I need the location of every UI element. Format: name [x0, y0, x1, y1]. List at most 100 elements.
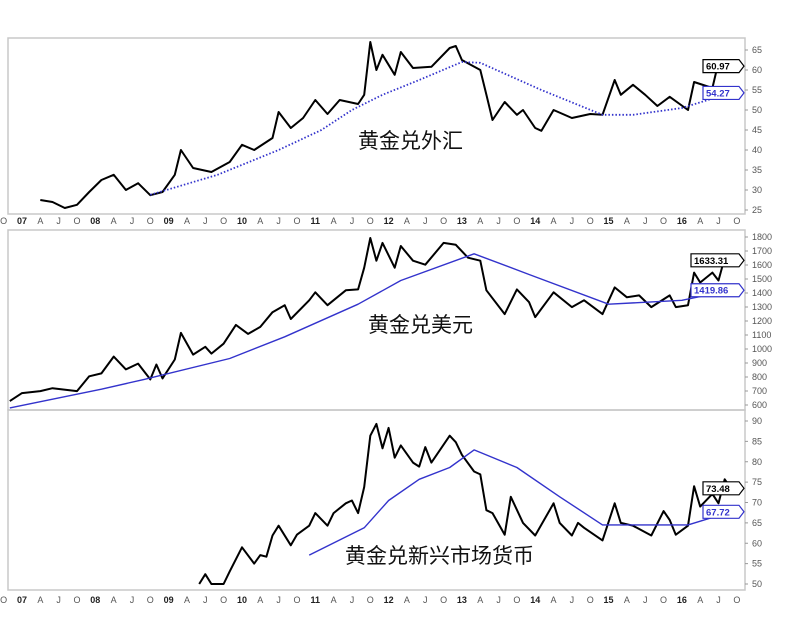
y-tick-label: 55	[752, 559, 762, 569]
last-price-tag: 60.97	[702, 59, 745, 74]
x-tick-label: 10	[237, 595, 247, 605]
x-tick-label: O	[293, 216, 300, 226]
y-tick-label: 80	[752, 457, 762, 467]
x-tick-label: 10	[237, 216, 247, 226]
x-tick-label: J	[56, 595, 61, 605]
y-tick-label: 90	[752, 416, 762, 426]
moving-average-line	[308, 449, 732, 556]
x-tick-label: A	[624, 216, 630, 226]
x-tick-label: O	[660, 595, 667, 605]
x-tick-label: J	[496, 216, 501, 226]
y-tick-label: 60	[752, 538, 762, 548]
x-tick-label: 13	[457, 595, 467, 605]
y-tick-label: 50	[752, 579, 762, 589]
y-tick-label: 55	[752, 85, 762, 95]
tag-box	[690, 253, 745, 268]
x-tick-label: A	[111, 595, 117, 605]
x-tick-label: 15	[604, 216, 614, 226]
y-tick-label: 700	[752, 386, 767, 396]
last-average-tag: 1419.86	[690, 283, 745, 298]
price-line	[40, 41, 732, 209]
x-tick-label: O	[513, 216, 520, 226]
x-tick-label: A	[257, 216, 263, 226]
x-tick-label: O	[147, 595, 154, 605]
y-tick-label: 25	[752, 205, 762, 215]
x-tick-label: O	[440, 216, 447, 226]
x-tick-label: A	[331, 595, 337, 605]
x-tick-label: A	[257, 595, 263, 605]
y-tick-label: 1100	[752, 330, 771, 340]
x-tick-label: A	[624, 595, 630, 605]
tag-value: 73.48	[706, 484, 730, 495]
x-tick-label: O	[293, 595, 300, 605]
y-tick-label: 900	[752, 358, 767, 368]
y-tick-label: 40	[752, 145, 762, 155]
price-line	[9, 237, 732, 402]
x-tick-label: 07	[17, 595, 27, 605]
x-tick-label: J	[643, 595, 648, 605]
y-tick-label: 1800	[752, 232, 772, 242]
x-tick-label: O	[587, 595, 594, 605]
x-tick-label: O	[220, 216, 227, 226]
x-tick-label: J	[423, 595, 428, 605]
panel-title: 黄金兑美元	[368, 313, 473, 337]
x-tick-label: J	[276, 216, 281, 226]
y-tick-label: 30	[752, 185, 762, 195]
panel-title: 黄金兑新兴市场货币	[345, 544, 534, 568]
last-average-tag: 54.27	[702, 85, 745, 101]
x-tick-label: O	[660, 216, 667, 226]
x-tick-label: 14	[530, 216, 540, 226]
x-tick-label: J	[350, 216, 355, 226]
x-tick-label: 11	[311, 595, 321, 605]
y-tick-label: 70	[752, 498, 762, 508]
x-tick-label: J	[130, 595, 135, 605]
tag-value: 54.27	[706, 88, 730, 99]
x-tick-label: A	[37, 216, 43, 226]
x-tick-label: A	[697, 595, 703, 605]
y-tick-label: 65	[752, 45, 762, 55]
x-tick-label: 09	[164, 216, 174, 226]
panel-2: 1800 1700 1600 1500 1400 1300 1200 1100 1000 900 8…	[7, 229, 772, 411]
tag-value: 1633.31	[694, 256, 729, 267]
tag-box	[702, 85, 745, 101]
y-tick-label: 1000	[752, 344, 772, 354]
x-tick-label: J	[716, 216, 721, 226]
y-tick-label: 1300	[752, 302, 772, 312]
y-tick-label: 65	[752, 518, 762, 528]
x-tick-label: 16	[677, 216, 687, 226]
x-tick-label: O	[220, 595, 227, 605]
x-tick-label: A	[37, 595, 43, 605]
x-tick-label: 15	[604, 595, 614, 605]
x-tick-label: 07	[17, 216, 27, 226]
panel-title: 黄金兑外汇	[358, 129, 463, 153]
x-tick-label: J	[716, 595, 721, 605]
x-tick-label: J	[643, 216, 648, 226]
x-tick-label: A	[697, 216, 703, 226]
x-tick-label: A	[331, 216, 337, 226]
x-tick-label: A	[184, 216, 190, 226]
y-tick-label: 50	[752, 105, 762, 115]
y-tick-label: 75	[752, 477, 762, 487]
x-tick-label: O	[73, 595, 80, 605]
last-price-tag: 73.48	[702, 481, 745, 496]
x-tick-label: O	[367, 216, 374, 226]
tag-value: 60.97	[706, 62, 730, 73]
y-tick-label: 1400	[752, 288, 772, 298]
y-tick-label: 1200	[752, 316, 772, 326]
price-line	[198, 422, 732, 585]
x-tick-label: A	[477, 216, 483, 226]
y-tick-label: 800	[752, 372, 767, 382]
x-tick-label: A	[551, 216, 557, 226]
x-tick-label: J	[423, 216, 428, 226]
x-tick-label: O	[733, 216, 740, 226]
x-tick-label: J	[56, 216, 61, 226]
x-tick-label: O	[513, 595, 520, 605]
last-price-tag: 1633.31	[690, 253, 745, 268]
x-tick-label: A	[477, 595, 483, 605]
y-tick-label: 600	[752, 400, 767, 410]
x-tick-label: O	[147, 216, 154, 226]
tag-box	[702, 481, 745, 496]
moving-average-line	[150, 61, 732, 196]
y-tick-label: 85	[752, 436, 762, 446]
